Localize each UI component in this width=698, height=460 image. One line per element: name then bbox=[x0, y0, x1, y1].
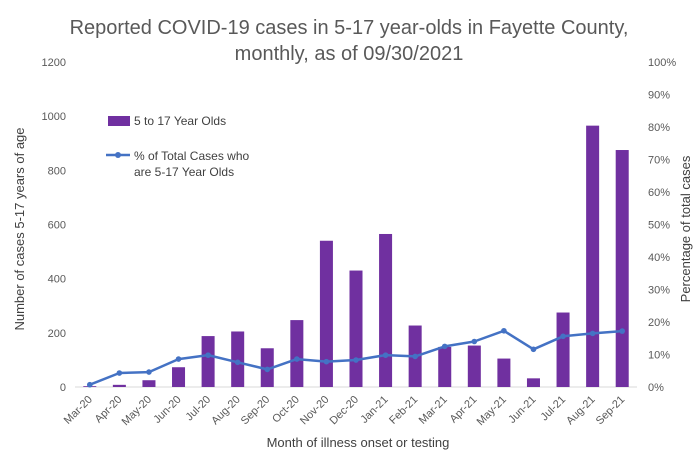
plot-area: 0 200 400 600 800 1000 1200 0% 10% 20% 30% 40% 50% 60… bbox=[42, 57, 677, 428]
bar bbox=[142, 380, 156, 387]
x-tick-label: Nov-20 bbox=[298, 394, 332, 428]
bar bbox=[349, 270, 363, 387]
bar bbox=[467, 345, 481, 387]
percent-point bbox=[530, 346, 537, 353]
y2-axis-title: Percentage of total cases bbox=[678, 155, 693, 302]
y-tick-label: 1000 bbox=[42, 111, 66, 123]
bar bbox=[497, 358, 511, 387]
y-tick-label: 200 bbox=[48, 328, 66, 340]
bar bbox=[231, 331, 245, 387]
y-tick-label: 400 bbox=[48, 274, 66, 286]
legend-line-label-line-2: are 5-17 Year Olds bbox=[134, 165, 234, 179]
percent-point bbox=[560, 333, 566, 340]
y2-tick-label: 20% bbox=[648, 317, 670, 329]
bar bbox=[526, 378, 540, 387]
x-axis-title: Month of illness onset or testing bbox=[267, 435, 450, 450]
percent-point bbox=[175, 356, 182, 362]
legend-line-label-line-1: % of Total Cases who bbox=[134, 149, 249, 163]
percent-point bbox=[205, 352, 211, 358]
y-tick-label: 800 bbox=[48, 165, 66, 177]
bar bbox=[290, 320, 304, 387]
y2-tick-label: 40% bbox=[648, 252, 670, 264]
bar bbox=[556, 312, 570, 387]
percent-point bbox=[441, 343, 448, 350]
percent-point bbox=[501, 327, 507, 334]
legend-bar-label: 5 to 17 Year Olds bbox=[134, 114, 226, 128]
y-tick-label: 1200 bbox=[42, 57, 66, 69]
bar bbox=[438, 346, 452, 387]
x-tick-label: Feb-21 bbox=[387, 394, 420, 427]
y2-tick-label: 80% bbox=[648, 122, 670, 134]
bar bbox=[172, 367, 186, 387]
percent-point bbox=[86, 381, 93, 388]
x-tick-label: May-20 bbox=[120, 394, 154, 428]
x-tick-label: Mar-20 bbox=[62, 394, 95, 427]
percent-point bbox=[234, 359, 241, 366]
percent-point bbox=[471, 338, 478, 345]
percent-point bbox=[146, 369, 152, 375]
legend: 5 to 17 Year Olds % of Total Cases who a… bbox=[106, 114, 249, 179]
y-tick-label: 0 bbox=[60, 382, 66, 394]
y-axis-title: Number of cases 5-17 years of age bbox=[12, 127, 27, 330]
chart-title-line-1: Reported COVID-19 cases in 5-17 year-old… bbox=[70, 17, 629, 39]
percent-point bbox=[116, 370, 123, 376]
x-tick-label: May-21 bbox=[475, 394, 509, 428]
x-tick-label: Oct-20 bbox=[270, 394, 302, 426]
x-tick-label: Aug-21 bbox=[564, 394, 598, 428]
bar bbox=[379, 233, 393, 387]
x-tick-label: Mar-21 bbox=[417, 394, 450, 427]
y2-tick-label: 90% bbox=[648, 90, 670, 102]
percent-point bbox=[382, 352, 389, 358]
y-tick-label: 600 bbox=[48, 220, 66, 232]
percent-point bbox=[294, 356, 300, 362]
y2-tick-label: 50% bbox=[648, 220, 670, 232]
bar bbox=[319, 240, 333, 387]
y2-tick-label: 70% bbox=[648, 155, 670, 167]
y2-tick-label: 100% bbox=[648, 57, 676, 69]
legend-line-marker bbox=[115, 152, 121, 158]
percent-point bbox=[589, 330, 596, 337]
x-tick-label: Aug-20 bbox=[209, 394, 243, 428]
bar bbox=[201, 336, 215, 387]
percent-point bbox=[619, 328, 626, 334]
x-tick-label: Sep-21 bbox=[594, 394, 628, 428]
bar bbox=[615, 150, 629, 387]
x-tick-label: Jun-20 bbox=[151, 394, 183, 426]
chart-title-line-2: monthly, as of 09/30/2021 bbox=[235, 43, 464, 65]
y2-tick-label: 10% bbox=[648, 350, 670, 362]
x-tick-label: Jun-21 bbox=[506, 394, 538, 426]
bar bbox=[586, 125, 600, 387]
y2-tick-label: 30% bbox=[648, 285, 670, 297]
y2-tick-label: 0% bbox=[648, 382, 664, 394]
bar bbox=[112, 384, 126, 387]
x-tick-label: Sep-20 bbox=[239, 394, 273, 428]
legend-bar-swatch bbox=[108, 116, 130, 126]
x-tick-label: Dec-20 bbox=[328, 394, 362, 428]
percent-point bbox=[353, 357, 359, 363]
percent-point bbox=[323, 358, 330, 365]
percent-point bbox=[264, 366, 271, 373]
y2-tick-label: 60% bbox=[648, 187, 670, 199]
percent-point bbox=[412, 353, 418, 360]
x-tick-label: Jan-21 bbox=[358, 394, 390, 426]
